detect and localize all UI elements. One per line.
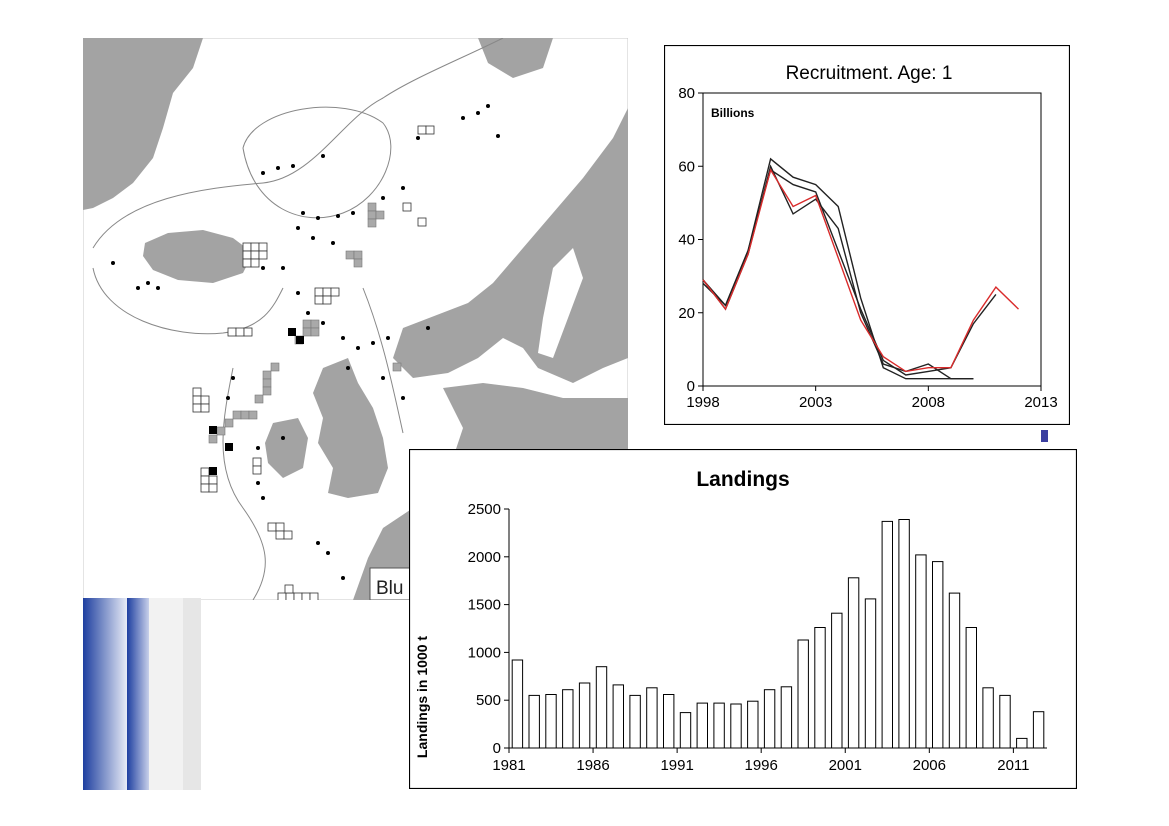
land-greenland — [83, 38, 203, 210]
landings-bar-1984 — [562, 689, 574, 749]
land-ireland — [265, 418, 308, 478]
landings-bar-1993 — [713, 702, 725, 749]
landings-bar-1986 — [595, 666, 608, 749]
recruitment-x-tick-label: 2003 — [799, 394, 832, 411]
landings-bar-2004 — [898, 519, 910, 749]
decorative-mark — [1041, 430, 1048, 442]
recruitment-y-tick-label: 0 — [687, 378, 695, 395]
recruitment-y-tick-label: 20 — [678, 305, 695, 322]
recruitment-title: Recruitment. Age: 1 — [786, 63, 953, 84]
landings-x-tick-label: 1996 — [745, 757, 778, 774]
landings-bar-1990 — [663, 694, 675, 749]
landings-bar-1982 — [528, 694, 540, 749]
decorative-stripes — [83, 598, 201, 790]
land-iceland — [143, 230, 253, 283]
recruitment-unit-label: Billions — [711, 106, 755, 120]
landings-bar-2009 — [982, 687, 994, 749]
landings-x-tick-label: 2011 — [997, 757, 1029, 774]
distribution-map: Blu — [82, 37, 629, 602]
recruitment-x-tick-label: 1998 — [686, 394, 719, 411]
survey-squares-black — [209, 328, 304, 475]
landings-bar-1988 — [629, 694, 641, 749]
landings-bar-1999 — [814, 627, 826, 749]
recruitment-y-tick-label: 40 — [678, 232, 695, 249]
landings-bar-1995 — [747, 700, 759, 749]
recruitment-y-tick-label: 80 — [678, 85, 695, 102]
landings-y-tick-label: 1500 — [468, 597, 501, 614]
landings-y-label: Landings in 1000 t — [414, 636, 430, 758]
landings-bar-2012 — [1032, 711, 1045, 749]
landings-bar-1996 — [763, 689, 776, 749]
landings-bar-2010 — [999, 694, 1011, 749]
recruitment-x-tick-label: 2008 — [912, 394, 945, 411]
landings-x-tick-label: 1986 — [576, 757, 609, 774]
survey-dots — [111, 104, 500, 580]
landings-bar-2000 — [831, 612, 843, 749]
landings-x-tick-label: 1991 — [660, 757, 693, 774]
landings-bar-2008 — [965, 627, 977, 749]
landings-bar-1992 — [696, 702, 709, 749]
landings-chart: Landings Landings in 1000 t 0 500 1000 1500… — [408, 448, 1078, 790]
landings-bar-2001 — [847, 577, 860, 749]
landings-bar-1989 — [646, 687, 658, 749]
land-britain — [313, 358, 388, 498]
landings-x-tick-label: 2001 — [829, 757, 862, 774]
landings-bar-2011 — [1016, 737, 1028, 749]
survey-squares-grey — [208, 202, 402, 444]
recruitment-chart: Recruitment. Age: 1 Billions 0 20 40 60 80 19… — [663, 44, 1071, 426]
landings-bar-1997 — [780, 686, 793, 749]
landings-bar-2007 — [948, 592, 961, 749]
land-svalbard — [478, 38, 553, 78]
landings-y-tick-label: 2500 — [468, 501, 501, 518]
recruitment-series-4 — [702, 168, 1019, 373]
landings-y-tick-label: 500 — [476, 692, 501, 709]
landings-x-tick-label: 2006 — [913, 757, 946, 774]
landings-y-tick-label: 1000 — [468, 644, 501, 661]
landings-bar-1987 — [612, 684, 625, 749]
sea-baltic — [538, 248, 583, 358]
landings-x-tick-label: 1981 — [492, 757, 525, 774]
landings-bar-2002 — [864, 598, 877, 749]
landings-bar-1991 — [679, 712, 692, 749]
recruitment-x-tick-label: 2013 — [1024, 394, 1057, 411]
survey-squares — [192, 125, 435, 602]
landings-bar-1983 — [545, 694, 557, 749]
recruitment-y-tick-label: 60 — [678, 158, 695, 175]
landings-bar-1981 — [511, 659, 524, 749]
landings-bar-2003 — [881, 520, 894, 749]
landings-bar-2005 — [915, 554, 927, 749]
map-label: Blu — [376, 578, 403, 599]
landings-bar-1985 — [578, 682, 591, 749]
landings-y-tick-label: 0 — [493, 740, 501, 757]
landings-bar-1998 — [797, 639, 809, 749]
landings-y-tick-label: 2000 — [468, 549, 501, 566]
landings-bar-2006 — [932, 561, 944, 749]
landings-bar-1994 — [730, 703, 742, 749]
landings-title: Landings — [696, 468, 789, 491]
